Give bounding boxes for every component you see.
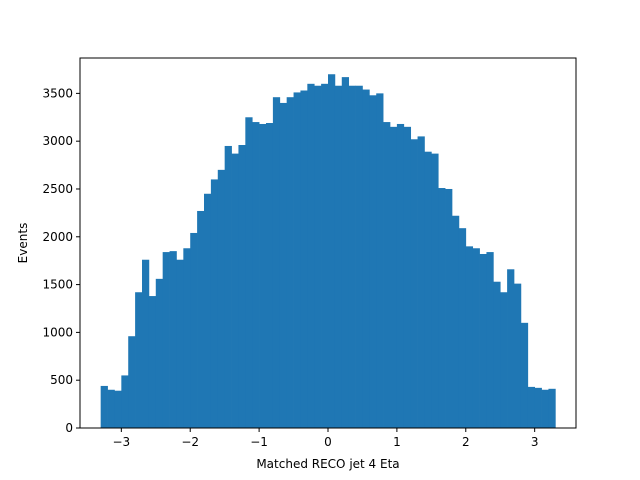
histogram-bar xyxy=(493,281,501,428)
histogram-bar xyxy=(376,93,384,429)
y-tick-label: 2000 xyxy=(42,230,73,244)
x-axis-label: Matched RECO jet 4 Eta xyxy=(256,457,399,471)
histogram-bar xyxy=(500,292,508,428)
histogram-bar xyxy=(107,389,115,428)
histogram-bar xyxy=(100,385,108,428)
histogram-bar xyxy=(390,126,398,428)
histogram-bar xyxy=(210,179,219,428)
histogram-bar xyxy=(114,390,122,428)
histogram-bar xyxy=(293,92,301,429)
y-axis-label: Events xyxy=(16,223,30,264)
histogram-bar xyxy=(128,336,136,428)
y-tick-label: 2500 xyxy=(42,182,73,196)
histogram-bar xyxy=(135,292,143,428)
histogram-bar xyxy=(266,123,274,428)
histogram-bar xyxy=(183,248,191,428)
histogram-bar xyxy=(148,296,157,428)
histogram-bar xyxy=(396,123,405,428)
histogram-bar xyxy=(279,102,288,428)
histogram-bars xyxy=(100,74,556,429)
histogram-bar xyxy=(520,322,529,428)
histogram-bar xyxy=(155,278,164,428)
histogram-bar xyxy=(142,259,150,428)
histogram-bar xyxy=(252,122,260,428)
histogram-bar xyxy=(431,153,439,429)
y-tick-label: 1500 xyxy=(42,278,73,292)
histogram-bar xyxy=(300,90,308,428)
histogram-bar xyxy=(507,269,515,428)
histogram-bar xyxy=(204,193,212,428)
histogram-bar xyxy=(369,95,377,428)
histogram-bar xyxy=(307,83,315,428)
histogram-bar xyxy=(465,246,474,428)
histogram-bar xyxy=(445,188,453,428)
histogram-bar xyxy=(176,259,184,428)
histogram-bar xyxy=(217,169,226,429)
histogram-bar xyxy=(424,151,432,428)
histogram-bar xyxy=(527,386,536,428)
histogram-bar xyxy=(403,126,412,428)
histogram-bar xyxy=(348,85,356,428)
histogram-bar xyxy=(479,253,487,428)
histogram-bar xyxy=(286,97,294,428)
x-tick-label: 0 xyxy=(324,435,332,449)
y-axis-ticks: 0 500 1000 1500 2000 2500 3000 3500 xyxy=(42,86,80,435)
histogram-bar xyxy=(362,89,370,429)
histogram-bar xyxy=(328,74,336,428)
histogram-bar xyxy=(486,252,494,428)
histogram-bar xyxy=(452,215,460,428)
histogram-bar xyxy=(238,145,246,428)
histogram-bar xyxy=(190,232,198,428)
histogram-bar xyxy=(321,83,329,428)
histogram-bar xyxy=(259,123,267,428)
x-tick-label: −3 xyxy=(112,435,130,449)
x-tick-label: −1 xyxy=(250,435,268,449)
y-tick-label: 500 xyxy=(50,373,73,387)
x-axis-ticks: −3 −2 −1 0 1 2 3 xyxy=(112,428,538,449)
histogram-bar xyxy=(355,85,363,428)
y-tick-label: 1000 xyxy=(42,325,73,339)
histogram-bar xyxy=(272,97,281,428)
y-tick-label: 3000 xyxy=(42,134,73,148)
histogram-bar xyxy=(169,251,177,428)
histogram-bar xyxy=(334,85,343,428)
histogram-bar xyxy=(534,387,542,428)
y-tick-label: 3500 xyxy=(42,86,73,100)
histogram-bar xyxy=(438,188,446,428)
histogram-bar xyxy=(417,136,425,428)
histogram-bar xyxy=(162,252,170,428)
histogram-bar xyxy=(410,139,418,428)
histogram-bar xyxy=(121,375,129,428)
histogram-bar xyxy=(341,77,350,429)
histogram-bar xyxy=(541,389,549,428)
histogram-bar xyxy=(224,145,232,428)
histogram-bar xyxy=(548,388,556,428)
x-tick-label: 1 xyxy=(393,435,401,449)
y-tick-label: 0 xyxy=(65,421,73,435)
x-tick-label: −2 xyxy=(181,435,199,449)
histogram-bar xyxy=(231,153,239,429)
x-tick-label: 3 xyxy=(531,435,539,449)
histogram-bar xyxy=(197,210,205,428)
histogram-bar xyxy=(514,283,522,428)
histogram-bar xyxy=(245,117,253,428)
x-tick-label: 2 xyxy=(462,435,470,449)
histogram-bar xyxy=(458,228,467,428)
histogram-bar xyxy=(314,85,322,428)
histogram-bar xyxy=(472,248,480,428)
histogram-bar xyxy=(383,122,391,428)
